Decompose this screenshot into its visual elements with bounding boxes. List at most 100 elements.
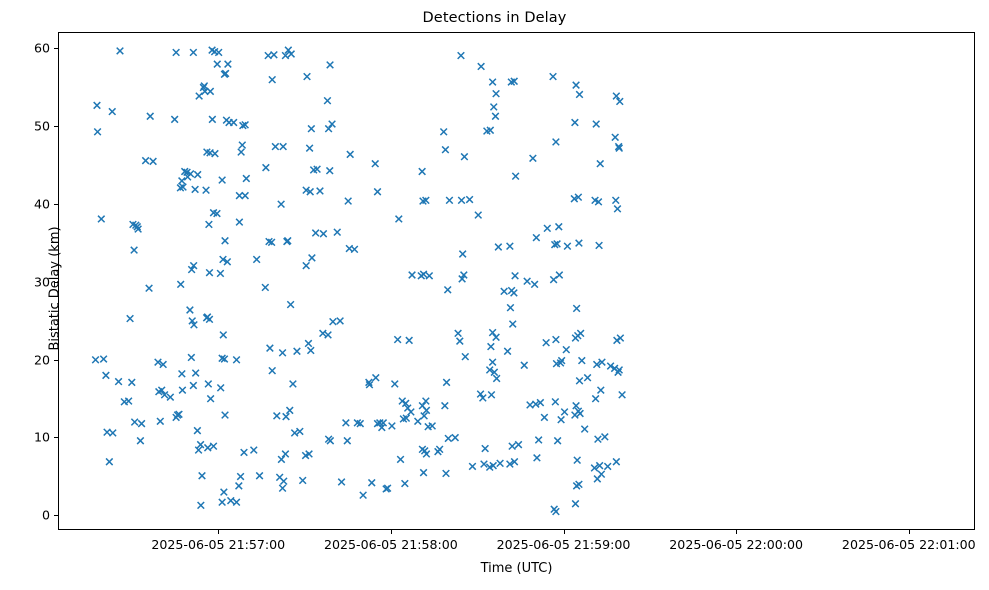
y-tick-mark bbox=[54, 515, 58, 517]
scatter-point bbox=[552, 507, 560, 516]
scatter-point bbox=[324, 435, 333, 444]
x-tick-mark bbox=[218, 530, 220, 534]
scatter-point bbox=[458, 250, 467, 258]
scatter-point bbox=[488, 78, 497, 86]
scatter-point bbox=[492, 89, 500, 98]
scatter-point bbox=[511, 271, 519, 280]
scatter-point bbox=[476, 390, 485, 398]
scatter-point bbox=[329, 317, 337, 326]
scatter-point bbox=[398, 397, 407, 405]
scatter-point bbox=[600, 433, 609, 441]
scatter-point bbox=[367, 478, 376, 487]
scatter-point bbox=[237, 148, 245, 156]
scatter-point bbox=[156, 417, 165, 426]
scatter-point bbox=[229, 118, 238, 127]
scatter-point bbox=[270, 50, 278, 59]
scatter-point bbox=[149, 157, 157, 166]
scatter-point bbox=[296, 427, 304, 436]
scatter-point bbox=[206, 87, 215, 96]
scatter-point bbox=[399, 415, 408, 423]
scatter-point bbox=[333, 228, 342, 237]
scatter-point bbox=[105, 457, 114, 466]
y-tick-label: 50 bbox=[33, 118, 50, 134]
scatter-point bbox=[552, 359, 561, 368]
y-tick-label: 30 bbox=[33, 274, 50, 290]
scatter-point bbox=[159, 360, 167, 369]
x-tick-mark bbox=[908, 530, 910, 534]
scatter-point bbox=[133, 222, 142, 231]
scatter-point bbox=[155, 387, 163, 396]
scatter-point bbox=[99, 355, 108, 363]
y-tick-label: 0 bbox=[41, 507, 50, 523]
scatter-point bbox=[454, 329, 462, 338]
scatter-point bbox=[189, 48, 198, 57]
scatter-point bbox=[488, 358, 497, 366]
scatter-point bbox=[572, 81, 580, 89]
scatter-point bbox=[220, 488, 228, 496]
scatter-point bbox=[203, 443, 212, 452]
scatter-point bbox=[425, 271, 434, 280]
scatter-point bbox=[571, 411, 579, 419]
scatter-point bbox=[316, 187, 324, 195]
scatter-point bbox=[359, 491, 367, 500]
scatter-point bbox=[417, 271, 426, 280]
scatter-point bbox=[130, 418, 139, 426]
scatter-point bbox=[226, 496, 235, 505]
scatter-point bbox=[267, 238, 276, 247]
scatter-point bbox=[324, 124, 333, 133]
scatter-point bbox=[218, 176, 226, 184]
x-tick-label: 2025-06-05 22:01:00 bbox=[841, 537, 976, 552]
scatter-point bbox=[481, 444, 489, 453]
scatter-point bbox=[487, 342, 495, 351]
scatter-point bbox=[193, 170, 202, 179]
scatter-point bbox=[262, 163, 270, 172]
scatter-point bbox=[178, 386, 187, 394]
scatter-point bbox=[428, 422, 437, 430]
scatter-point bbox=[187, 353, 196, 362]
scatter-point bbox=[239, 121, 247, 130]
scatter-point bbox=[195, 92, 203, 100]
scatter-point bbox=[275, 473, 284, 482]
scatter-point bbox=[218, 498, 226, 507]
scatter-point bbox=[572, 304, 581, 313]
scatter-point bbox=[183, 173, 192, 181]
scatter-point bbox=[457, 51, 465, 60]
scatter-point bbox=[102, 371, 110, 380]
scatter-point bbox=[342, 419, 350, 427]
scatter-point bbox=[221, 411, 229, 419]
scatter-point bbox=[91, 355, 100, 364]
x-tick-mark bbox=[736, 530, 738, 534]
scatter-point bbox=[319, 329, 327, 338]
scatter-point bbox=[592, 360, 601, 369]
scatter-point bbox=[307, 124, 316, 133]
scatter-point bbox=[530, 280, 539, 289]
scatter-point bbox=[492, 374, 501, 383]
scatter-point bbox=[390, 380, 399, 388]
scatter-point bbox=[200, 82, 209, 90]
scatter-point bbox=[401, 479, 409, 488]
scatter-point bbox=[287, 50, 296, 58]
scatter-point bbox=[487, 390, 496, 399]
scatter-point bbox=[235, 218, 244, 226]
scatter-point bbox=[213, 60, 222, 68]
scatter-point bbox=[160, 390, 169, 399]
scatter-point bbox=[241, 191, 249, 200]
scatter-point bbox=[232, 355, 241, 364]
scatter-point bbox=[474, 211, 483, 219]
scatter-point bbox=[577, 356, 586, 365]
scatter-point bbox=[580, 425, 589, 433]
scatter-point bbox=[356, 419, 365, 428]
plot-area bbox=[58, 32, 975, 530]
scatter-point bbox=[346, 150, 355, 159]
scatter-point bbox=[492, 333, 500, 342]
scatter-point bbox=[477, 62, 485, 71]
y-tick-label: 40 bbox=[33, 196, 50, 212]
scatter-point bbox=[540, 413, 549, 422]
scatter-point bbox=[549, 275, 558, 284]
scatter-point bbox=[328, 120, 336, 128]
scatter-point bbox=[612, 457, 621, 466]
scatter-point bbox=[279, 142, 287, 151]
scatter-point bbox=[278, 348, 287, 357]
scatter-point bbox=[443, 285, 452, 294]
